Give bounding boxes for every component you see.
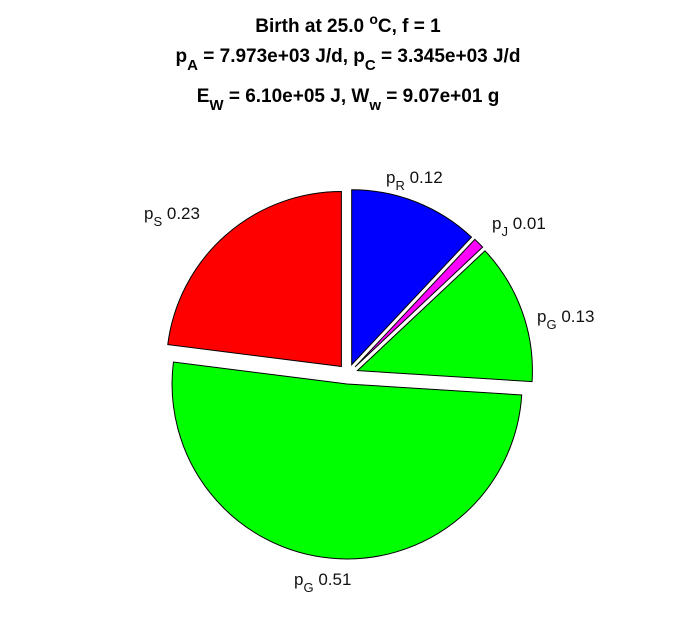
pie-slice-pG-0.13	[356, 250, 533, 383]
title-line2-part-1: A	[187, 57, 198, 74]
slice-label-pG-0.13: pG 0.13	[537, 307, 594, 332]
title-line3-part-1: W	[209, 97, 224, 114]
slice-label-pR-0.12: pR 0.12	[386, 168, 443, 193]
title-line3-part-2: = 6.10e+05 J, W	[224, 86, 370, 107]
title-line3-part-0: E	[197, 86, 210, 107]
chart-title-line-3: EW = 6.10e+05 J, Ww = 9.07e+01 g	[197, 86, 500, 114]
chart-title-line-1: Birth at 25.0 oC, f = 1	[255, 11, 441, 37]
pie-slice-pJ-0.01	[354, 238, 484, 368]
slice-label-pS-0.23: pS 0.23	[144, 204, 200, 229]
title-line2-part-4: = 3.345e+03 J/d	[376, 46, 521, 67]
chart-title-line-2: pA = 7.973e+03 J/d, pC = 3.345e+03 J/d	[176, 46, 521, 74]
title-line1-before: Birth at 25.0	[255, 16, 369, 37]
title-line3-part-3: w	[368, 97, 381, 114]
pie-slices	[167, 189, 533, 560]
pie-labels: pR 0.12 pJ 0.01 pG 0.13 pG 0.51 pS 0.23	[144, 168, 594, 595]
pie-slice-pG-0.51	[171, 361, 523, 560]
title-line2-part-0: p	[176, 46, 188, 67]
title-line1-after: C, f = 1	[378, 16, 441, 37]
slice-label-pJ-0.01: pJ 0.01	[492, 214, 546, 239]
pie-slice-pR-0.12	[351, 189, 473, 366]
pie-slice-pS-0.23	[167, 190, 342, 368]
title-degree-superscript: o	[369, 11, 378, 27]
title-line2-part-2: = 7.973e+03 J/d, p	[198, 46, 365, 67]
title-line2-part-3: C	[365, 57, 376, 74]
title-line3-part-4: = 9.07e+01 g	[381, 86, 499, 107]
slice-label-pG-0.51: pG 0.51	[294, 570, 351, 595]
